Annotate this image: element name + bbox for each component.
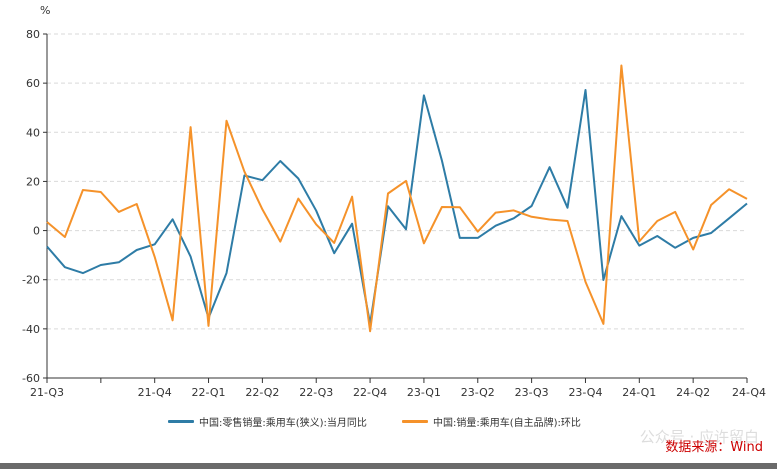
x-tick-label-11: 24-Q1 [622,386,656,399]
x-tick-label-6: 22-Q4 [353,386,387,399]
x-tick-label-3: 22-Q1 [192,386,226,399]
y-tick-label-3: 0 [33,225,40,238]
series-line-1 [46,64,748,333]
y-tick-label-1: -40 [22,323,40,336]
y-tick-label-7: 80 [26,28,40,41]
x-tick-label-4: 22-Q2 [245,386,279,399]
x-tick-label-2: 21-Q4 [138,386,172,399]
x-tick-label-9: 23-Q3 [515,386,549,399]
x-tick-label-8: 23-Q2 [461,386,495,399]
series-lines [46,64,748,333]
y-axis: -60 -40 -20 0 20 40 60 80 [22,28,48,385]
x-tick-label-5: 22-Q3 [299,386,333,399]
legend-item-domestic-brand[interactable]: 中国:销量:乘用车(自主品牌):环比 [402,414,581,429]
legend-swatch-orange [402,420,428,423]
series-line-0 [46,89,748,325]
y-tick-label-6: 60 [26,77,40,90]
x-tick-label-7: 23-Q1 [407,386,441,399]
legend: 中国:零售销量:乘用车(狭义):当月同比 中国:销量:乘用车(自主品牌):环比 [0,414,777,434]
legend-label-domestic-brand: 中国:销量:乘用车(自主品牌):环比 [433,418,581,429]
y-tick-label-5: 40 [26,126,40,139]
legend-item-retail-sales[interactable]: 中国:零售销量:乘用车(狭义):当月同比 [168,414,367,429]
data-source-label: 数据来源：Wind [665,440,763,455]
watermark-text: 公众号 · 应许留白 [639,428,759,446]
x-tick-label-13: 24-Q4 [732,386,766,399]
legend-label-retail-sales: 中国:零售销量:乘用车(狭义):当月同比 [199,418,367,429]
grid-lines [47,33,747,330]
y-tick-label-2: -20 [22,274,40,287]
x-tick-label-10: 23-Q4 [568,386,602,399]
legend-swatch-blue [168,420,194,423]
x-tick-label-12: 24-Q2 [676,386,710,399]
x-axis: 21-Q3 21-Q4 22-Q1 22-Q2 22-Q3 22-Q4 23-Q1 23-Q2… [30,377,766,399]
y-tick-label-4: 20 [26,175,40,188]
bottom-border-bar [0,463,777,469]
y-axis-unit-label: % [40,4,51,17]
y-tick-label-0: -60 [22,372,40,385]
x-tick-label-0: 21-Q3 [30,386,64,399]
